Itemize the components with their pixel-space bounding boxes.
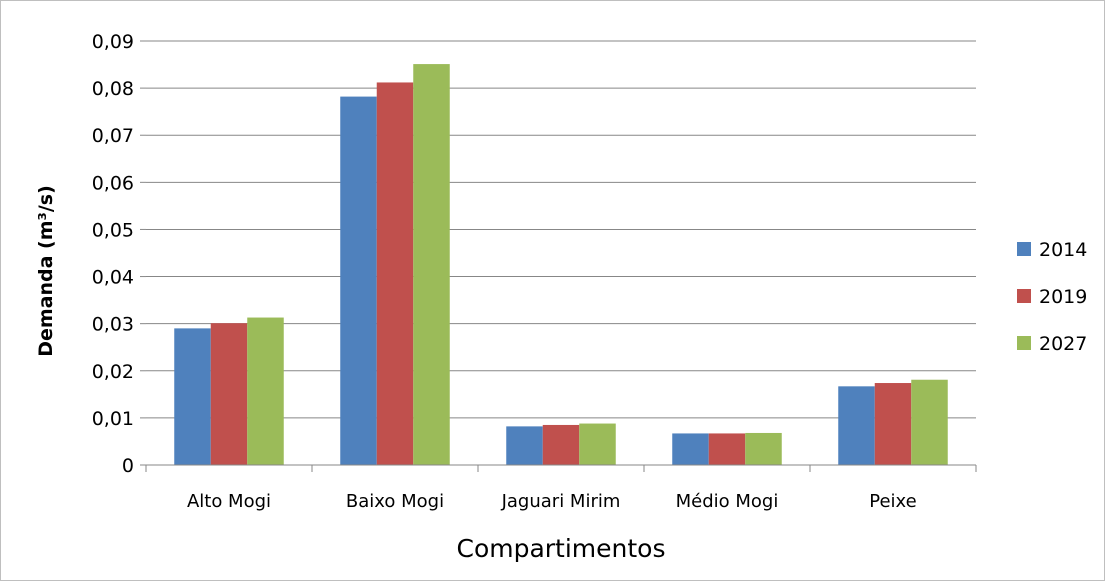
legend: 2014 2019 2027 (1017, 239, 1087, 355)
y-tick-label: 0,01 (92, 408, 134, 430)
y-tick-label: 0,08 (92, 78, 134, 100)
bar-2027 (247, 317, 284, 465)
bar-2027 (745, 432, 782, 465)
x-tick-labels: Alto Mogi Baixo Mogi Jaguari Mirim Médio Mo… (187, 491, 917, 512)
y-tick-label: 0,05 (92, 219, 134, 241)
legend-label-2019: 2019 (1039, 286, 1087, 308)
x-tick-label: Peixe (869, 491, 916, 512)
legend-swatch-2019 (1017, 289, 1031, 303)
bar-2014 (838, 386, 875, 465)
bar-2027 (911, 379, 948, 465)
bar-2019 (210, 323, 248, 465)
y-tick-label: 0,02 (92, 361, 134, 383)
bar-2019 (376, 82, 414, 466)
bars (174, 64, 948, 466)
legend-swatch-2027 (1017, 336, 1031, 350)
x-tick-label: Médio Mogi (676, 491, 779, 512)
y-tick-label: 0 (122, 455, 134, 477)
x-tick-label: Baixo Mogi (346, 491, 444, 512)
y-tick-label: 0,04 (92, 267, 134, 289)
y-tick-label: 0,03 (92, 314, 134, 336)
legend-label-2014: 2014 (1039, 239, 1087, 261)
bar-2019 (542, 424, 580, 465)
bar-2014 (506, 426, 543, 465)
y-axis-title: Demanda (m³/s) (35, 185, 57, 357)
x-tick-label: Alto Mogi (187, 491, 271, 512)
bar-2014 (340, 96, 377, 465)
y-tick-labels: 0 0,01 0,02 0,03 0,04 0,05 0,06 0,07 0,08 0,09 (92, 31, 134, 477)
legend-swatch-2014 (1017, 242, 1031, 256)
legend-label-2027: 2027 (1039, 333, 1087, 355)
y-tick-label: 0,09 (92, 31, 134, 53)
bar-2019 (874, 383, 912, 465)
x-tick-label: Jaguari Mirim (501, 491, 621, 512)
x-axis-title: Compartimentos (456, 534, 665, 563)
y-tick-label: 0,06 (92, 172, 134, 194)
bar-2027 (579, 423, 616, 465)
y-tick-label: 0,07 (92, 125, 134, 147)
bar-2014 (174, 328, 211, 465)
bar-2019 (708, 433, 746, 465)
bar-2027 (413, 64, 450, 465)
bar-2014 (672, 433, 709, 465)
x-tick-marks (145, 465, 977, 472)
gridlines (140, 40, 976, 466)
